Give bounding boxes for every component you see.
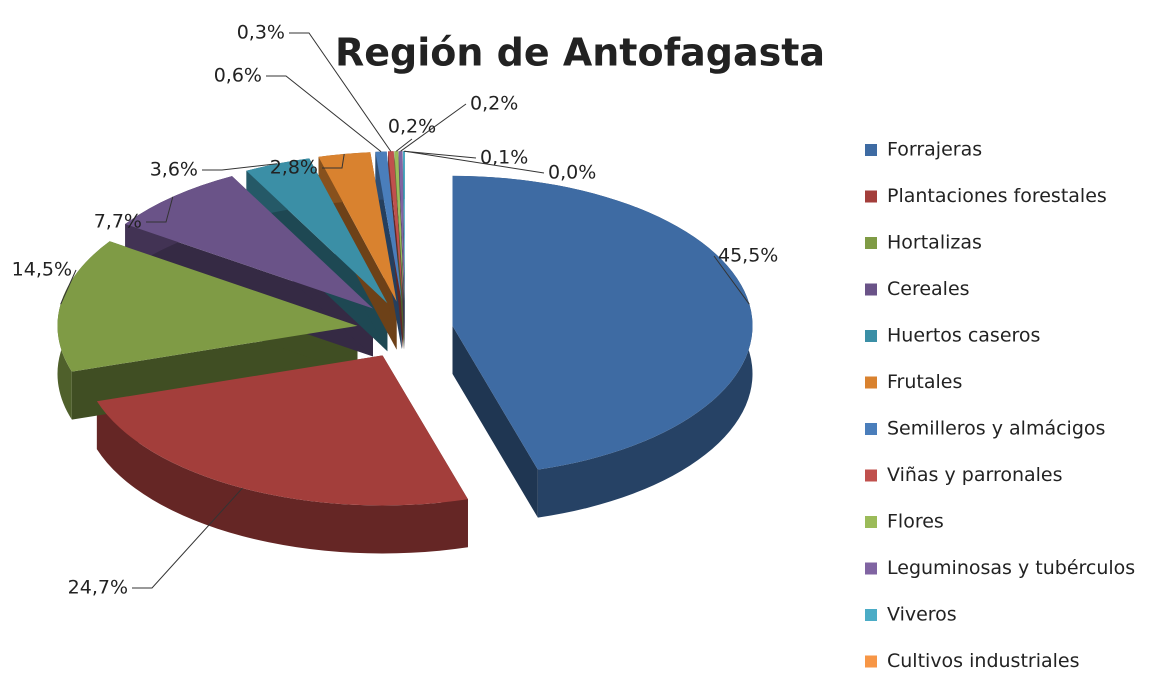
data-label: 0,1% [480, 147, 528, 169]
leader-line [146, 196, 174, 223]
leader-line [322, 153, 345, 169]
legend-label: Plantaciones forestales [887, 185, 1107, 207]
data-label: 0,2% [388, 116, 436, 138]
slice [318, 152, 397, 302]
legend-label: Huertos caseros [887, 325, 1040, 347]
leader-line [395, 138, 413, 152]
leader-line [404, 150, 545, 174]
slice [452, 175, 753, 470]
legend-swatch [865, 516, 877, 528]
data-label: 7,7% [94, 211, 142, 233]
legend-swatch [865, 283, 877, 296]
data-label: 0,0% [548, 162, 596, 184]
legend-label: Cultivos industriales [887, 650, 1080, 672]
data-label: 24,7% [68, 577, 128, 599]
legend-swatch [865, 144, 877, 156]
slice-side [452, 325, 538, 518]
legend-label: Leguminosas y tubérculos [887, 557, 1135, 579]
slice [388, 151, 404, 302]
data-label: 0,6% [214, 65, 262, 87]
data-label: 2,8% [270, 157, 318, 179]
legend-swatch [865, 562, 877, 575]
slice [375, 151, 402, 302]
slice [246, 158, 388, 304]
legend-label: Viveros [887, 604, 957, 626]
legend-swatch [865, 237, 877, 249]
slice [402, 151, 405, 302]
slice [398, 151, 405, 302]
legend-label: Frutales [887, 371, 962, 393]
legend-label: Viñas y parronales [887, 464, 1063, 486]
legend-swatch [865, 469, 877, 482]
data-label: 3,6% [150, 159, 198, 181]
data-label: 0,3% [237, 22, 285, 44]
slice-side [375, 151, 402, 350]
slice-side [402, 151, 405, 350]
leader-line [202, 163, 278, 171]
data-label: 14,5% [12, 259, 72, 281]
legend-label: Forrajeras [887, 139, 982, 161]
legend-swatch [865, 190, 877, 203]
data-label: 0,2% [470, 93, 518, 115]
pie [57, 151, 753, 554]
legend-label: Flores [887, 511, 944, 533]
slice [394, 151, 404, 302]
legend-swatch [865, 330, 877, 342]
legend-swatch [865, 655, 877, 668]
leader-line [713, 255, 750, 305]
legend-label: Semilleros y almácigos [887, 418, 1105, 440]
slice [57, 241, 358, 372]
leader-line [400, 103, 467, 152]
leader-line [289, 32, 392, 152]
leader-line [132, 487, 243, 589]
legend-swatch [865, 376, 877, 389]
chart-title: Región de Antofagasta [335, 31, 825, 75]
leader-line [403, 150, 477, 159]
legend-label: Hortalizas [887, 232, 982, 254]
slice-wall [96, 401, 468, 554]
data-label: 45,5% [718, 245, 778, 267]
slice [125, 176, 373, 309]
leader-line [266, 75, 382, 153]
legend-swatch [865, 609, 877, 621]
legend-swatch [865, 423, 877, 435]
leader-line [60, 269, 77, 305]
legend-label: Cereales [887, 278, 970, 300]
slice [96, 355, 468, 506]
